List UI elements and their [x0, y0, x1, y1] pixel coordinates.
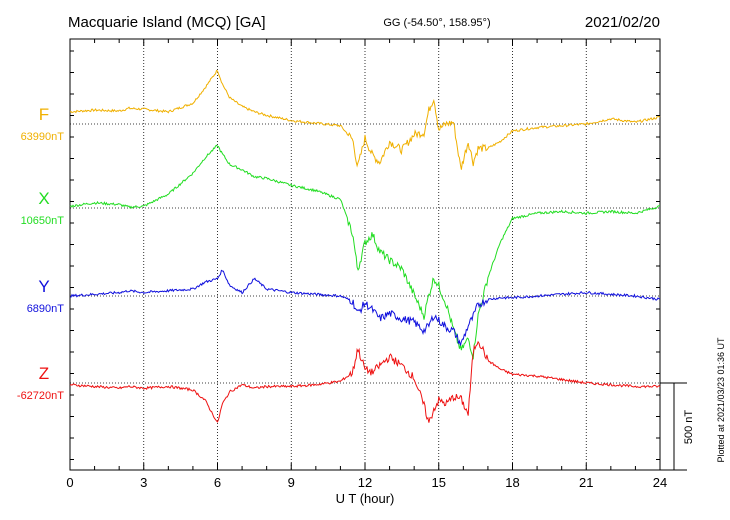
- series-name-z: Z: [39, 364, 49, 383]
- axis-ticks: [69, 39, 661, 470]
- plotted-at-label: Plotted at 2021/03/23 01:36 UT: [716, 337, 726, 463]
- x-tick-labels: 0 3 6 9 12 15 18 21 24: [66, 475, 667, 490]
- series-baseline-x: 10650nT: [21, 215, 65, 227]
- x-tick-label: 15: [432, 475, 446, 490]
- series-lines: [69, 69, 661, 423]
- series-labels: F 63990nT X 10650nT Y 6890nT Z -62720nT: [17, 105, 64, 402]
- series-baseline-y: 6890nT: [27, 303, 65, 315]
- x-tick-label: 12: [358, 475, 372, 490]
- series-line-x: [69, 144, 661, 360]
- scale-bar-label: 500 nT: [683, 410, 695, 445]
- date-label: 2021/02/20: [585, 14, 660, 31]
- series-baseline-z: -62720nT: [17, 390, 64, 402]
- coordinates-label: GG (-54.50°, 158.95°): [383, 17, 490, 29]
- series-name-x: X: [38, 189, 49, 208]
- scale-bar: 500 nT: [660, 382, 695, 471]
- series-name-y: Y: [38, 277, 49, 296]
- x-tick-label: 6: [214, 475, 221, 490]
- series-name-f: F: [39, 105, 49, 124]
- x-tick-label: 0: [66, 475, 73, 490]
- grid-lines: [70, 39, 660, 470]
- x-tick-label: 3: [140, 475, 147, 490]
- x-tick-label: 9: [288, 475, 295, 490]
- series-line-f: [69, 69, 661, 170]
- station-title: Macquarie Island (MCQ) [GA]: [68, 14, 266, 31]
- series-line-y: [69, 269, 661, 346]
- series-baseline-f: 63990nT: [21, 131, 65, 143]
- x-tick-label: 21: [579, 475, 593, 490]
- x-tick-label: 18: [505, 475, 519, 490]
- series-line-z: [69, 340, 661, 423]
- x-axis-title: U T (hour): [336, 491, 395, 506]
- x-tick-label: 24: [653, 475, 667, 490]
